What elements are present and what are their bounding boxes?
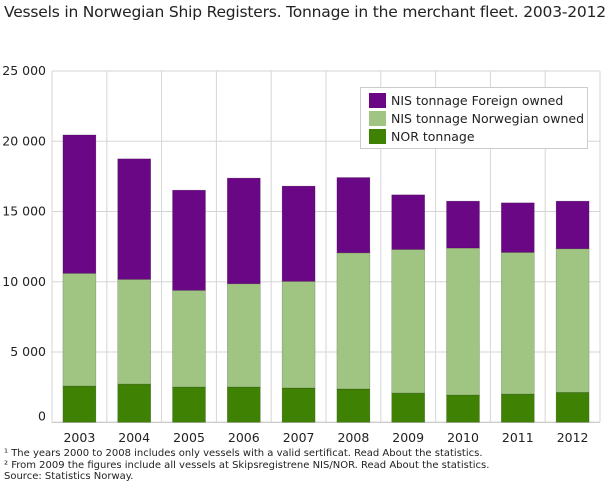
x-tick-label: 2004 [118,430,150,445]
bar-segment [172,386,206,423]
bar-segment [555,248,590,393]
bar-segment [391,194,426,250]
bar-segment [500,202,535,253]
x-tick-label: 2011 [502,430,534,445]
legend-label: NIS tonnage Norwegian owned [391,110,585,126]
x-tick-label: 2008 [337,430,369,445]
bar-segment [500,393,535,423]
bar-segment [172,290,206,388]
bar-segment [446,200,480,249]
y-tick-label: 0 [38,408,46,423]
chart-title: Vessels in Norwegian Ship Registers. Ton… [4,3,606,21]
x-tick-label: 2005 [173,430,205,445]
bar-segment [446,394,480,423]
bar-segment [281,387,316,423]
bar-segment [336,177,371,254]
legend-swatch [369,92,386,108]
bar-segment [336,252,371,390]
footnote: ¹ The years 2000 to 2008 includes only v… [4,448,483,459]
bar-segment [172,189,206,291]
y-tick-label: 20 000 [2,133,46,148]
source-note: Source: Statistics Norway. [4,471,134,482]
legend-swatch [369,110,386,126]
bar-segment [117,383,151,423]
bar-segment [500,252,535,395]
bar-segment [555,200,590,250]
bar-segment [227,177,261,285]
x-tick-label: 2006 [228,430,260,445]
legend-item-foreign: NIS tonnage Foreign owned [369,91,587,109]
legend-item-norwegian: NIS tonnage Norwegian owned [369,109,587,127]
y-tick-label: 10 000 [2,274,46,289]
y-tick-label: 5 000 [10,344,46,359]
y-tick-label: 25 000 [2,63,46,78]
bar-segment [117,279,151,385]
x-tick-label: 2012 [557,430,589,445]
bar-segment [446,247,480,396]
legend-label: NIS tonnage Foreign owned [391,92,564,108]
bar-segment [227,386,261,423]
footnote: ² From 2009 the figures include all vess… [4,459,490,471]
bar-segment [281,281,316,389]
bar-segment [555,392,590,423]
legend-label: NOR tonnage [391,128,475,144]
y-tick-label: 15 000 [2,204,46,219]
x-tick-label: 2003 [63,430,95,445]
bar-segment [336,388,371,423]
legend-swatch [369,128,386,144]
footnotes: ¹ The years 2000 to 2008 includes only v… [4,448,489,483]
bar-segment [117,158,151,280]
x-tick-label: 2009 [392,430,424,445]
bar-segment [62,273,97,387]
legend: NIS tonnage Foreign owned NIS tonnage No… [360,87,588,149]
bar-segment [227,283,261,388]
bar-segment [62,134,97,274]
bar-segment [391,392,426,423]
bar-segment [391,249,426,394]
legend-item-nor: NOR tonnage [369,127,587,145]
bar-segment [281,185,316,282]
x-tick-label: 2010 [447,430,479,445]
bar-segment [62,385,97,423]
x-tick-label: 2007 [283,430,315,445]
